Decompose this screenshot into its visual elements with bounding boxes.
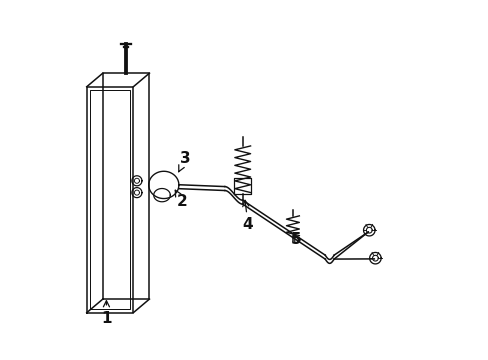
Text: 5: 5 (290, 232, 301, 247)
Text: 3: 3 (178, 151, 190, 172)
Text: 2: 2 (175, 190, 187, 209)
Text: 4: 4 (242, 200, 253, 232)
Text: 1: 1 (101, 301, 111, 325)
